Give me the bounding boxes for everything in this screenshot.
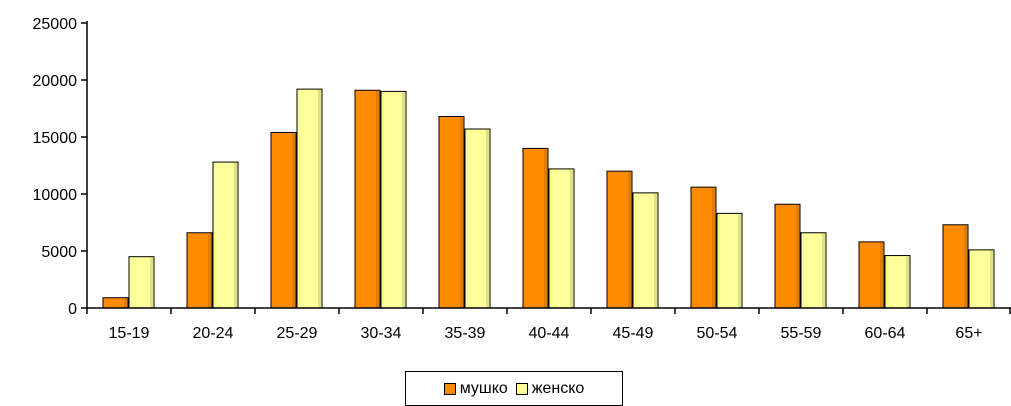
x-tick-label-7: 50-54 [697, 325, 738, 342]
bar-1-15-19 [128, 256, 155, 309]
bar-0-55-59 [774, 203, 801, 309]
x-tick-label-10: 65+ [955, 325, 982, 342]
x-tick-label-5: 40-44 [529, 325, 570, 342]
y-tick-label-1: 5000 [41, 244, 77, 261]
bar-0-60-64 [858, 241, 885, 309]
bar-0-45-49 [606, 170, 633, 309]
bar-1-35-39 [464, 128, 491, 309]
bar-shade-0-45-49 [628, 172, 631, 308]
x-tick-label-1: 20-24 [193, 325, 234, 342]
y-tick-label-3: 15000 [33, 130, 78, 147]
bar-shade-1-55-59 [822, 233, 825, 308]
x-tick-label-4: 35-39 [445, 325, 486, 342]
bar-shade-0-25-29 [292, 133, 295, 308]
x-tick-label-0: 15-19 [109, 325, 150, 342]
x-axis: 15-19 20-24 25-29 30-34 35-39 40-44 45-49 50-54… [86, 307, 1011, 342]
bar-shade-1-60-64 [906, 256, 909, 308]
bar-shade-1-40-44 [570, 169, 573, 308]
bar-1-60-64 [884, 255, 911, 309]
x-tick-label-8: 55-59 [781, 325, 822, 342]
bar-shade-1-15-19 [150, 257, 153, 308]
legend-swatch-series-1 [515, 382, 528, 395]
legend: мушко женско [405, 371, 623, 406]
bar-shade-0-65+ [964, 225, 967, 308]
bar-shade-0-15-19 [124, 298, 127, 308]
x-tick-label-9: 60-64 [865, 325, 906, 342]
bar-1-40-44 [548, 168, 575, 309]
bar-1-45-49 [632, 192, 659, 309]
bar-1-55-59 [800, 232, 827, 309]
legend-label-series-0: мушко [459, 379, 508, 397]
bar-shade-1-35-39 [486, 130, 489, 308]
bar-0-25-29 [270, 131, 297, 309]
y-tick-label-2: 10000 [33, 187, 78, 204]
bar-0-30-34 [354, 89, 381, 309]
x-tick-label-2: 25-29 [277, 325, 318, 342]
legend-item-series-0: мушко [443, 379, 508, 398]
bars-group [102, 88, 995, 309]
bar-shade-0-30-34 [376, 91, 379, 308]
bar-1-30-34 [380, 90, 407, 309]
legend-swatch-series-0 [443, 382, 456, 395]
bar-1-50-54 [716, 212, 743, 309]
y-tick-label-4: 20000 [33, 73, 78, 90]
bar-shade-0-55-59 [796, 205, 799, 308]
bar-0-65+ [942, 224, 969, 309]
bar-shade-0-60-64 [880, 242, 883, 308]
y-tick-label-5: 25000 [33, 16, 78, 33]
bar-shade-1-65+ [990, 250, 993, 308]
bar-1-65+ [968, 249, 995, 309]
x-tick-label-6: 45-49 [613, 325, 654, 342]
bar-chart: 0 5000 10000 15000 20000 25000 15-19 20-24 25-2… [33, 16, 1011, 342]
bar-0-35-39 [438, 115, 465, 309]
bar-shade-1-25-29 [318, 90, 321, 309]
bar-shade-1-45-49 [654, 193, 657, 308]
x-tick-label-3: 30-34 [361, 325, 402, 342]
legend-item-series-1: женско [515, 379, 585, 398]
bar-shade-0-50-54 [712, 188, 715, 308]
bar-shade-1-20-24 [234, 163, 237, 308]
bar-1-20-24 [212, 161, 239, 309]
bar-0-50-54 [690, 186, 717, 309]
bar-shade-1-50-54 [738, 214, 741, 308]
legend-label-series-1: женско [531, 379, 585, 397]
bar-shade-0-35-39 [460, 117, 463, 308]
bar-shade-0-40-44 [544, 149, 547, 308]
bar-shade-1-30-34 [402, 92, 405, 309]
bar-1-25-29 [296, 88, 323, 309]
y-axis: 0 5000 10000 15000 20000 25000 [33, 16, 88, 318]
bar-shade-0-20-24 [208, 233, 211, 308]
y-tick-label-0: 0 [68, 301, 77, 318]
